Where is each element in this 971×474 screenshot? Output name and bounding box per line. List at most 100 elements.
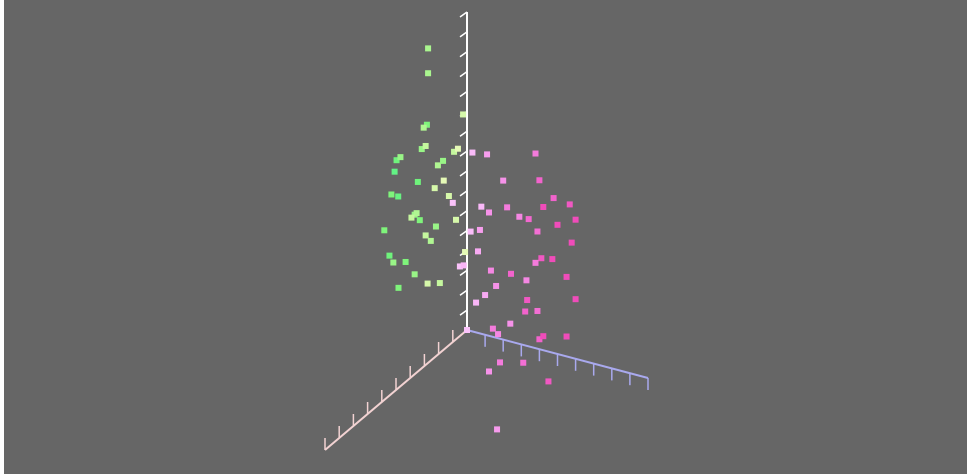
- point: [532, 150, 539, 157]
- point: [449, 199, 456, 206]
- point: [402, 258, 409, 265]
- point: [460, 262, 467, 269]
- point: [397, 154, 404, 161]
- y-tick: [459, 170, 468, 177]
- point: [422, 142, 429, 149]
- point: [563, 273, 570, 280]
- point: [460, 111, 467, 118]
- point: [482, 292, 489, 299]
- point: [473, 299, 480, 306]
- point: [540, 333, 547, 340]
- point: [507, 320, 514, 327]
- point: [440, 177, 447, 184]
- point: [456, 263, 463, 270]
- point: [418, 146, 425, 153]
- point: [563, 333, 570, 340]
- point: [408, 214, 415, 221]
- point: [391, 168, 398, 175]
- y-tick: [459, 269, 468, 276]
- point: [504, 204, 511, 211]
- point: [451, 148, 458, 155]
- background: [4, 0, 967, 474]
- y-tick: [459, 289, 468, 296]
- point: [420, 124, 427, 131]
- point: [436, 280, 443, 287]
- point: [411, 271, 418, 278]
- point: [462, 249, 469, 256]
- point: [422, 232, 429, 239]
- point: [525, 216, 532, 223]
- point: [424, 280, 431, 287]
- point: [484, 151, 491, 158]
- point: [568, 239, 575, 246]
- point: [486, 368, 492, 375]
- point: [381, 227, 388, 234]
- point: [549, 256, 556, 263]
- point: [395, 284, 402, 291]
- point: [440, 157, 447, 164]
- point: [520, 359, 527, 366]
- point: [524, 297, 531, 304]
- point: [469, 149, 476, 156]
- point: [508, 270, 514, 277]
- point: [432, 223, 439, 230]
- point: [545, 378, 552, 385]
- point: [534, 228, 541, 235]
- point: [532, 259, 539, 266]
- point: [414, 178, 421, 185]
- y-tick: [459, 11, 468, 18]
- point: [523, 277, 530, 284]
- y-tick: [459, 90, 468, 98]
- point: [423, 121, 430, 128]
- point: [522, 308, 529, 315]
- y-tick: [459, 71, 468, 78]
- point: [495, 331, 502, 338]
- point: [534, 307, 541, 314]
- point: [516, 213, 523, 220]
- point: [416, 217, 423, 224]
- point: [494, 426, 501, 433]
- point: [390, 259, 397, 266]
- y-tick: [459, 51, 468, 58]
- y-tick: [459, 130, 468, 137]
- point: [393, 157, 400, 164]
- point: [467, 228, 474, 235]
- point: [395, 193, 402, 200]
- point: [500, 177, 507, 184]
- y-tick: [459, 190, 468, 197]
- y-tick: [459, 309, 468, 316]
- y-tick: [459, 31, 468, 38]
- point: [427, 237, 434, 244]
- y-tick: [459, 210, 468, 217]
- point: [486, 209, 492, 216]
- point: [554, 221, 561, 228]
- point: [493, 282, 500, 289]
- point: [489, 325, 496, 332]
- point: [476, 226, 483, 233]
- point: [536, 177, 543, 184]
- point: [475, 248, 481, 255]
- point: [497, 359, 503, 366]
- y-tick: [459, 230, 468, 237]
- point: [453, 216, 459, 223]
- point: [425, 70, 432, 77]
- point: [478, 203, 485, 210]
- point: [536, 336, 543, 343]
- point: [434, 162, 441, 169]
- point: [487, 267, 494, 274]
- point: [540, 204, 547, 210]
- point: [413, 210, 420, 217]
- point: [566, 201, 573, 208]
- point: [464, 327, 470, 333]
- point: [386, 252, 393, 259]
- point: [572, 296, 579, 303]
- point: [454, 145, 461, 152]
- point: [431, 185, 438, 192]
- point: [445, 193, 452, 200]
- point: [425, 45, 432, 52]
- point: [388, 191, 395, 198]
- y-tick: [459, 150, 468, 157]
- point: [550, 195, 557, 202]
